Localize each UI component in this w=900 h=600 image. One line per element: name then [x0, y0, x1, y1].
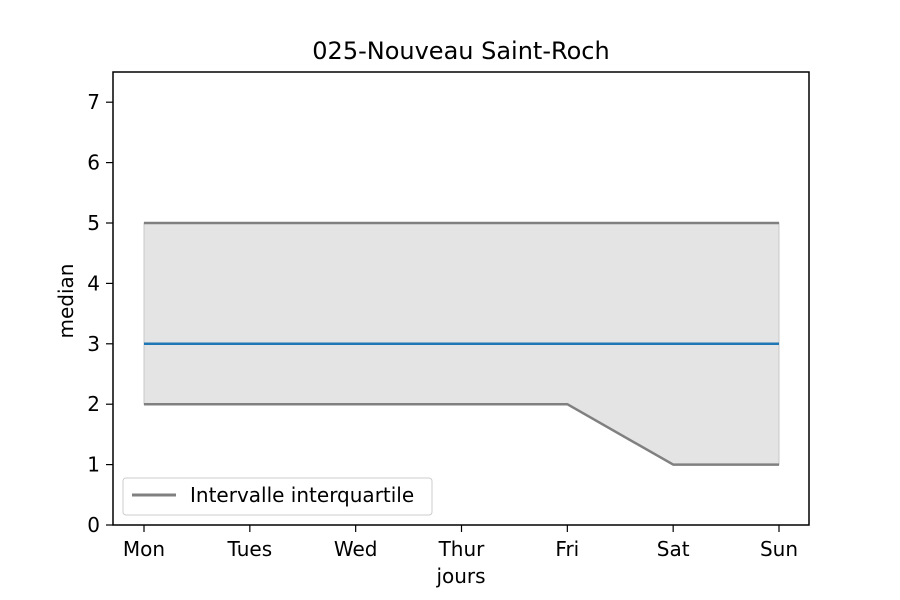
legend-label: Intervalle interquartile — [190, 483, 414, 507]
y-axis-label: median — [54, 264, 78, 339]
y-tick-label-5: 5 — [87, 211, 100, 235]
x-tick-label-thur: Thur — [438, 537, 486, 561]
x-tick-label-sun: Sun — [760, 537, 798, 561]
y-tick-label-1: 1 — [87, 453, 100, 477]
x-tick-label-fri: Fri — [555, 537, 579, 561]
x-axis-label: jours — [435, 564, 485, 588]
y-tick-label-7: 7 — [87, 90, 100, 114]
y-tick-label-2: 2 — [87, 392, 100, 416]
x-tick-label-mon: Mon — [123, 537, 165, 561]
plot-area: 0 1 2 3 4 5 6 7 Mon Tues Wed Thur Fri Sat Sun — [87, 71, 810, 561]
x-tick-label-tues: Tues — [227, 537, 273, 561]
y-tick-label-0: 0 — [87, 513, 100, 537]
x-tick-label-wed: Wed — [334, 537, 378, 561]
q1-line — [144, 402, 779, 466]
legend: Intervalle interquartile — [122, 477, 433, 516]
y-tick-label-3: 3 — [87, 332, 100, 356]
chart-title: 025-Nouveau Saint-Roch — [312, 37, 609, 65]
y-tick-label-6: 6 — [87, 151, 100, 175]
x-tick-label-sat: Sat — [657, 537, 690, 561]
legend-box — [122, 477, 433, 516]
y-tick-label-4: 4 — [87, 271, 100, 295]
